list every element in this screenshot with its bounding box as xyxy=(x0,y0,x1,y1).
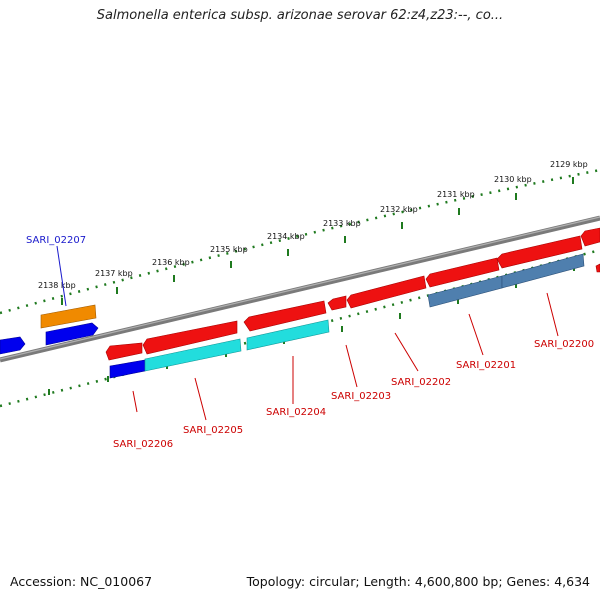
gene-blue-2[interactable] xyxy=(109,359,146,379)
kbp-label: 2138 kbp xyxy=(38,281,76,290)
genome-backbone-highlight xyxy=(0,216,600,360)
gene-sari-02204[interactable] xyxy=(243,300,327,332)
gene-sari-02207-blue[interactable] xyxy=(45,322,99,346)
kbp-label: 2130 kbp xyxy=(494,175,532,184)
map-title: Salmonella enterica subsp. arizonae sero… xyxy=(96,8,504,23)
gene-label-sari-02206[interactable]: SARI_02206 xyxy=(113,439,173,450)
gene-label-sari-02201[interactable]: SARI_02201 xyxy=(456,360,516,371)
gene-sari-02207-orange[interactable] xyxy=(40,304,97,329)
gene-label-sari-02205[interactable]: SARI_02205 xyxy=(183,425,243,436)
leader-sari-02201 xyxy=(468,313,484,356)
kbp-labels: 2138 kbp 2137 kbp 2136 kbp 2135 kbp 2134… xyxy=(38,160,588,290)
kbp-label: 2131 kbp xyxy=(437,190,475,199)
leader-sari-02207 xyxy=(56,245,67,307)
leader-sari-02203 xyxy=(345,344,358,388)
outer-tick-ring xyxy=(0,168,600,315)
kbp-label: 2136 kbp xyxy=(152,258,190,267)
gene-sari-02201[interactable] xyxy=(425,257,500,288)
gene-cyan-2[interactable] xyxy=(246,319,330,351)
leader-sari-02205 xyxy=(194,377,207,421)
gene-label-sari-02204[interactable]: SARI_02204 xyxy=(266,407,326,418)
forward-genes xyxy=(105,227,600,361)
gene-sari-02205[interactable] xyxy=(142,320,238,355)
outer-major-ticks xyxy=(61,177,574,305)
reverse-genes xyxy=(0,253,600,379)
gene-label-sari-02200[interactable]: SARI_02200 xyxy=(534,339,594,350)
kbp-label: 2133 kbp xyxy=(323,219,361,228)
kbp-label: 2129 kbp xyxy=(550,160,588,169)
gene-sari-02202[interactable] xyxy=(346,275,427,309)
gene-steel-2[interactable] xyxy=(501,253,585,289)
gene-left-partial-blue[interactable] xyxy=(0,336,26,355)
gene-sari-02200[interactable] xyxy=(496,235,583,269)
gene-sari-02206[interactable] xyxy=(105,342,143,361)
gene-cyan-1[interactable] xyxy=(144,338,242,372)
kbp-label: 2135 kbp xyxy=(210,245,248,254)
gene-right-partial[interactable] xyxy=(595,263,600,273)
leader-sari-02206 xyxy=(132,390,138,413)
leader-sari-02202 xyxy=(394,332,419,372)
genome-backbone xyxy=(0,215,600,363)
gene-label-sari-02203[interactable]: SARI_02203 xyxy=(331,391,391,402)
kbp-label: 2132 kbp xyxy=(380,205,418,214)
gene-labels: SARI_02207 SARI_02206 SARI_02205 SARI_02… xyxy=(26,235,594,450)
kbp-label: 2134 kbp xyxy=(267,232,305,241)
accession-text: Accession: NC_010067 xyxy=(10,574,153,589)
genome-summary-text: Topology: circular; Length: 4,600,800 bp… xyxy=(246,574,590,589)
gene-label-sari-02207[interactable]: SARI_02207 xyxy=(26,235,86,246)
gene-partial-right[interactable] xyxy=(580,227,600,247)
leader-sari-02200 xyxy=(546,292,559,337)
kbp-label: 2137 kbp xyxy=(95,269,133,278)
label-leaders xyxy=(56,245,559,421)
gene-sari-02203[interactable] xyxy=(327,295,347,311)
gene-label-sari-02202[interactable]: SARI_02202 xyxy=(391,377,451,388)
